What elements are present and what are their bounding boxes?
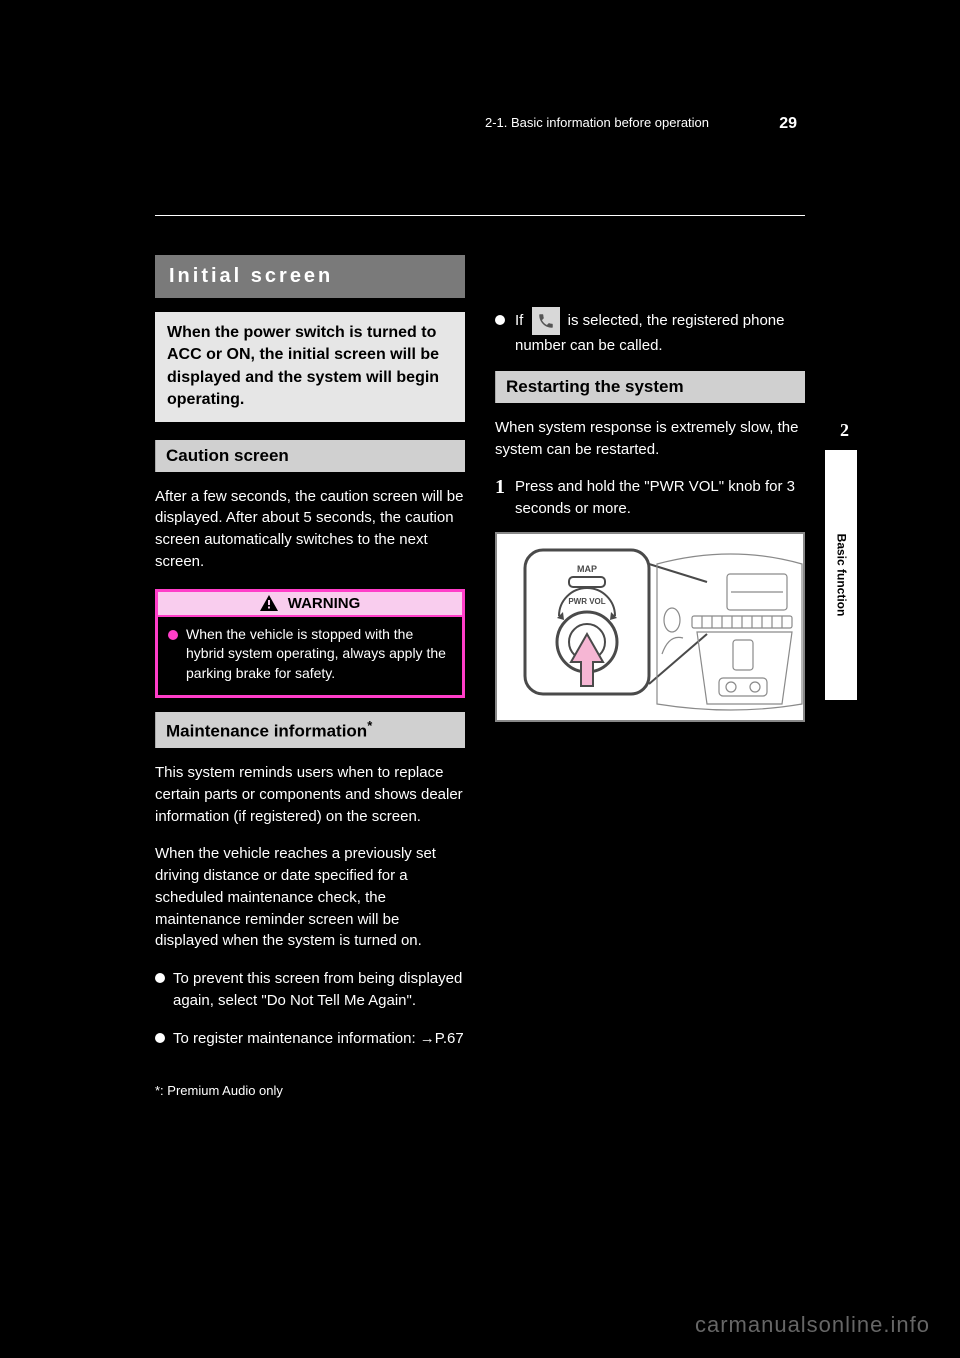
footnote: *: Premium Audio only — [155, 1083, 465, 1098]
restart-para: When system response is extremely slow, … — [495, 417, 805, 461]
step-1-text: Press and hold the "PWR VOL" knob for 3 … — [515, 476, 805, 520]
restart-heading: Restarting the system — [495, 371, 805, 403]
step-number: 1 — [495, 476, 505, 499]
warning-triangle-icon — [260, 595, 278, 611]
warning-header: WARNING — [158, 592, 462, 617]
step-1: 1 Press and hold the "PWR VOL" knob for … — [495, 476, 805, 520]
side-tab-label: Basic function — [834, 534, 848, 617]
warning-bullet-icon — [168, 630, 178, 640]
two-column-layout: Initial screen When the power switch is … — [155, 235, 805, 1098]
warning-label: WARNING — [288, 595, 361, 612]
watermark: carmanualsonline.info — [695, 1312, 930, 1338]
left-column: Initial screen When the power switch is … — [155, 255, 465, 1098]
maintenance-bullet1: To prevent this screen from being displa… — [173, 968, 465, 1012]
bullet-icon — [495, 315, 505, 325]
maintenance-para1: This system reminds users when to replac… — [155, 762, 465, 827]
warning-text: When the vehicle is stopped with the hyb… — [186, 625, 452, 684]
caution-paragraph: After a few seconds, the caution screen … — [155, 486, 465, 573]
section-header: 2-1. Basic information before operation — [485, 115, 805, 130]
phone-note: If is selected, the registered phone num… — [515, 307, 805, 357]
side-tab: Basic function — [825, 450, 857, 700]
right-column: If is selected, the registered phone num… — [495, 255, 805, 1098]
bullet-icon — [155, 1033, 165, 1043]
warning-box: WARNING When the vehicle is stopped with… — [155, 589, 465, 699]
caution-heading: Caution screen — [155, 440, 465, 472]
maintenance-bullet2-text: To register maintenance information: — [173, 1030, 420, 1047]
maintenance-bullet2: To register maintenance information: →P.… — [173, 1028, 464, 1050]
maintenance-heading-text: Maintenance information — [166, 722, 367, 741]
page-title: Initial screen — [155, 255, 465, 298]
maintenance-heading: Maintenance information* — [155, 712, 465, 748]
phone-icon-button[interactable] — [532, 307, 560, 335]
pwr-vol-diagram: MAP PWR VOL — [495, 532, 805, 722]
phone-note-line: If is selected, the registered phone num… — [495, 307, 805, 357]
warning-body: When the vehicle is stopped with the hyb… — [158, 617, 462, 696]
header-rule — [155, 215, 805, 216]
side-chapter-number: 2 — [840, 420, 849, 441]
intro-box: When the power switch is turned to ACC o… — [155, 312, 465, 422]
diagram-svg: MAP PWR VOL — [497, 534, 805, 722]
phone-icon — [537, 312, 555, 330]
maintenance-para2: When the vehicle reaches a previously se… — [155, 843, 465, 952]
diagram-map-label: MAP — [577, 564, 597, 574]
bullet-icon — [155, 973, 165, 983]
diagram-pwrvol-label: PWR VOL — [568, 597, 605, 606]
maintenance-asterisk: * — [367, 718, 372, 733]
maintenance-bullet2-ref: →P.67 — [420, 1030, 464, 1047]
